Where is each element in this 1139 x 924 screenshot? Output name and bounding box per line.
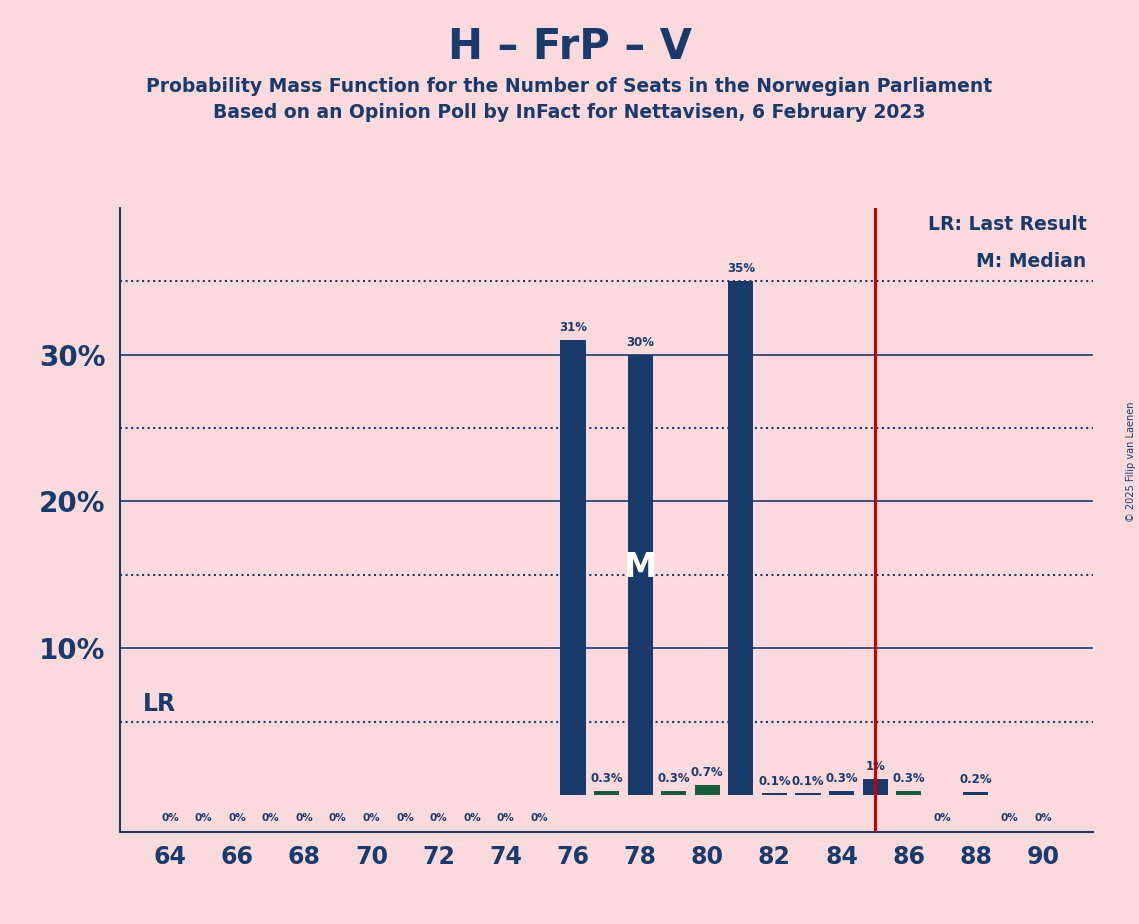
Text: M: Median: M: Median <box>976 252 1087 271</box>
Text: 0%: 0% <box>934 812 951 822</box>
Text: 0.3%: 0.3% <box>657 772 690 784</box>
Text: 30%: 30% <box>626 335 654 348</box>
Bar <box>762 794 787 795</box>
Text: © 2025 Filip van Laenen: © 2025 Filip van Laenen <box>1126 402 1136 522</box>
Text: LR: Last Result: LR: Last Result <box>928 215 1087 235</box>
Bar <box>695 784 720 795</box>
Text: 0%: 0% <box>531 812 548 822</box>
Text: 0%: 0% <box>1034 812 1052 822</box>
Text: Based on an Opinion Poll by InFact for Nettavisen, 6 February 2023: Based on an Opinion Poll by InFact for N… <box>213 103 926 123</box>
Bar <box>628 355 653 795</box>
Text: M: M <box>623 551 657 584</box>
Text: 0%: 0% <box>195 812 212 822</box>
Text: 0%: 0% <box>228 812 246 822</box>
Text: 0%: 0% <box>429 812 448 822</box>
Bar <box>795 794 820 795</box>
Text: 1%: 1% <box>866 760 885 772</box>
Text: Probability Mass Function for the Number of Seats in the Norwegian Parliament: Probability Mass Function for the Number… <box>147 77 992 96</box>
Bar <box>862 779 887 795</box>
Text: 0.3%: 0.3% <box>590 772 623 784</box>
Text: 31%: 31% <box>559 322 587 334</box>
Text: 0%: 0% <box>262 812 279 822</box>
Text: 35%: 35% <box>727 262 755 275</box>
Text: H – FrP – V: H – FrP – V <box>448 26 691 67</box>
Bar <box>661 791 687 795</box>
Text: 0%: 0% <box>161 812 179 822</box>
Text: 0.3%: 0.3% <box>826 772 858 784</box>
Text: 0.2%: 0.2% <box>959 773 992 786</box>
Text: 0%: 0% <box>362 812 380 822</box>
Bar <box>728 281 753 795</box>
Text: LR: LR <box>144 692 177 716</box>
Text: 0.1%: 0.1% <box>792 774 825 787</box>
Text: 0%: 0% <box>295 812 313 822</box>
Bar <box>964 792 989 795</box>
Text: 0%: 0% <box>497 812 515 822</box>
Bar <box>829 791 854 795</box>
Text: 0.3%: 0.3% <box>893 772 925 784</box>
Text: 0%: 0% <box>464 812 481 822</box>
Bar <box>593 791 620 795</box>
Text: 0.7%: 0.7% <box>691 766 723 779</box>
Text: 0%: 0% <box>1001 812 1018 822</box>
Text: 0%: 0% <box>396 812 413 822</box>
Bar <box>896 791 921 795</box>
Text: 0.1%: 0.1% <box>759 774 790 787</box>
Bar <box>560 340 585 795</box>
Text: 0%: 0% <box>329 812 346 822</box>
